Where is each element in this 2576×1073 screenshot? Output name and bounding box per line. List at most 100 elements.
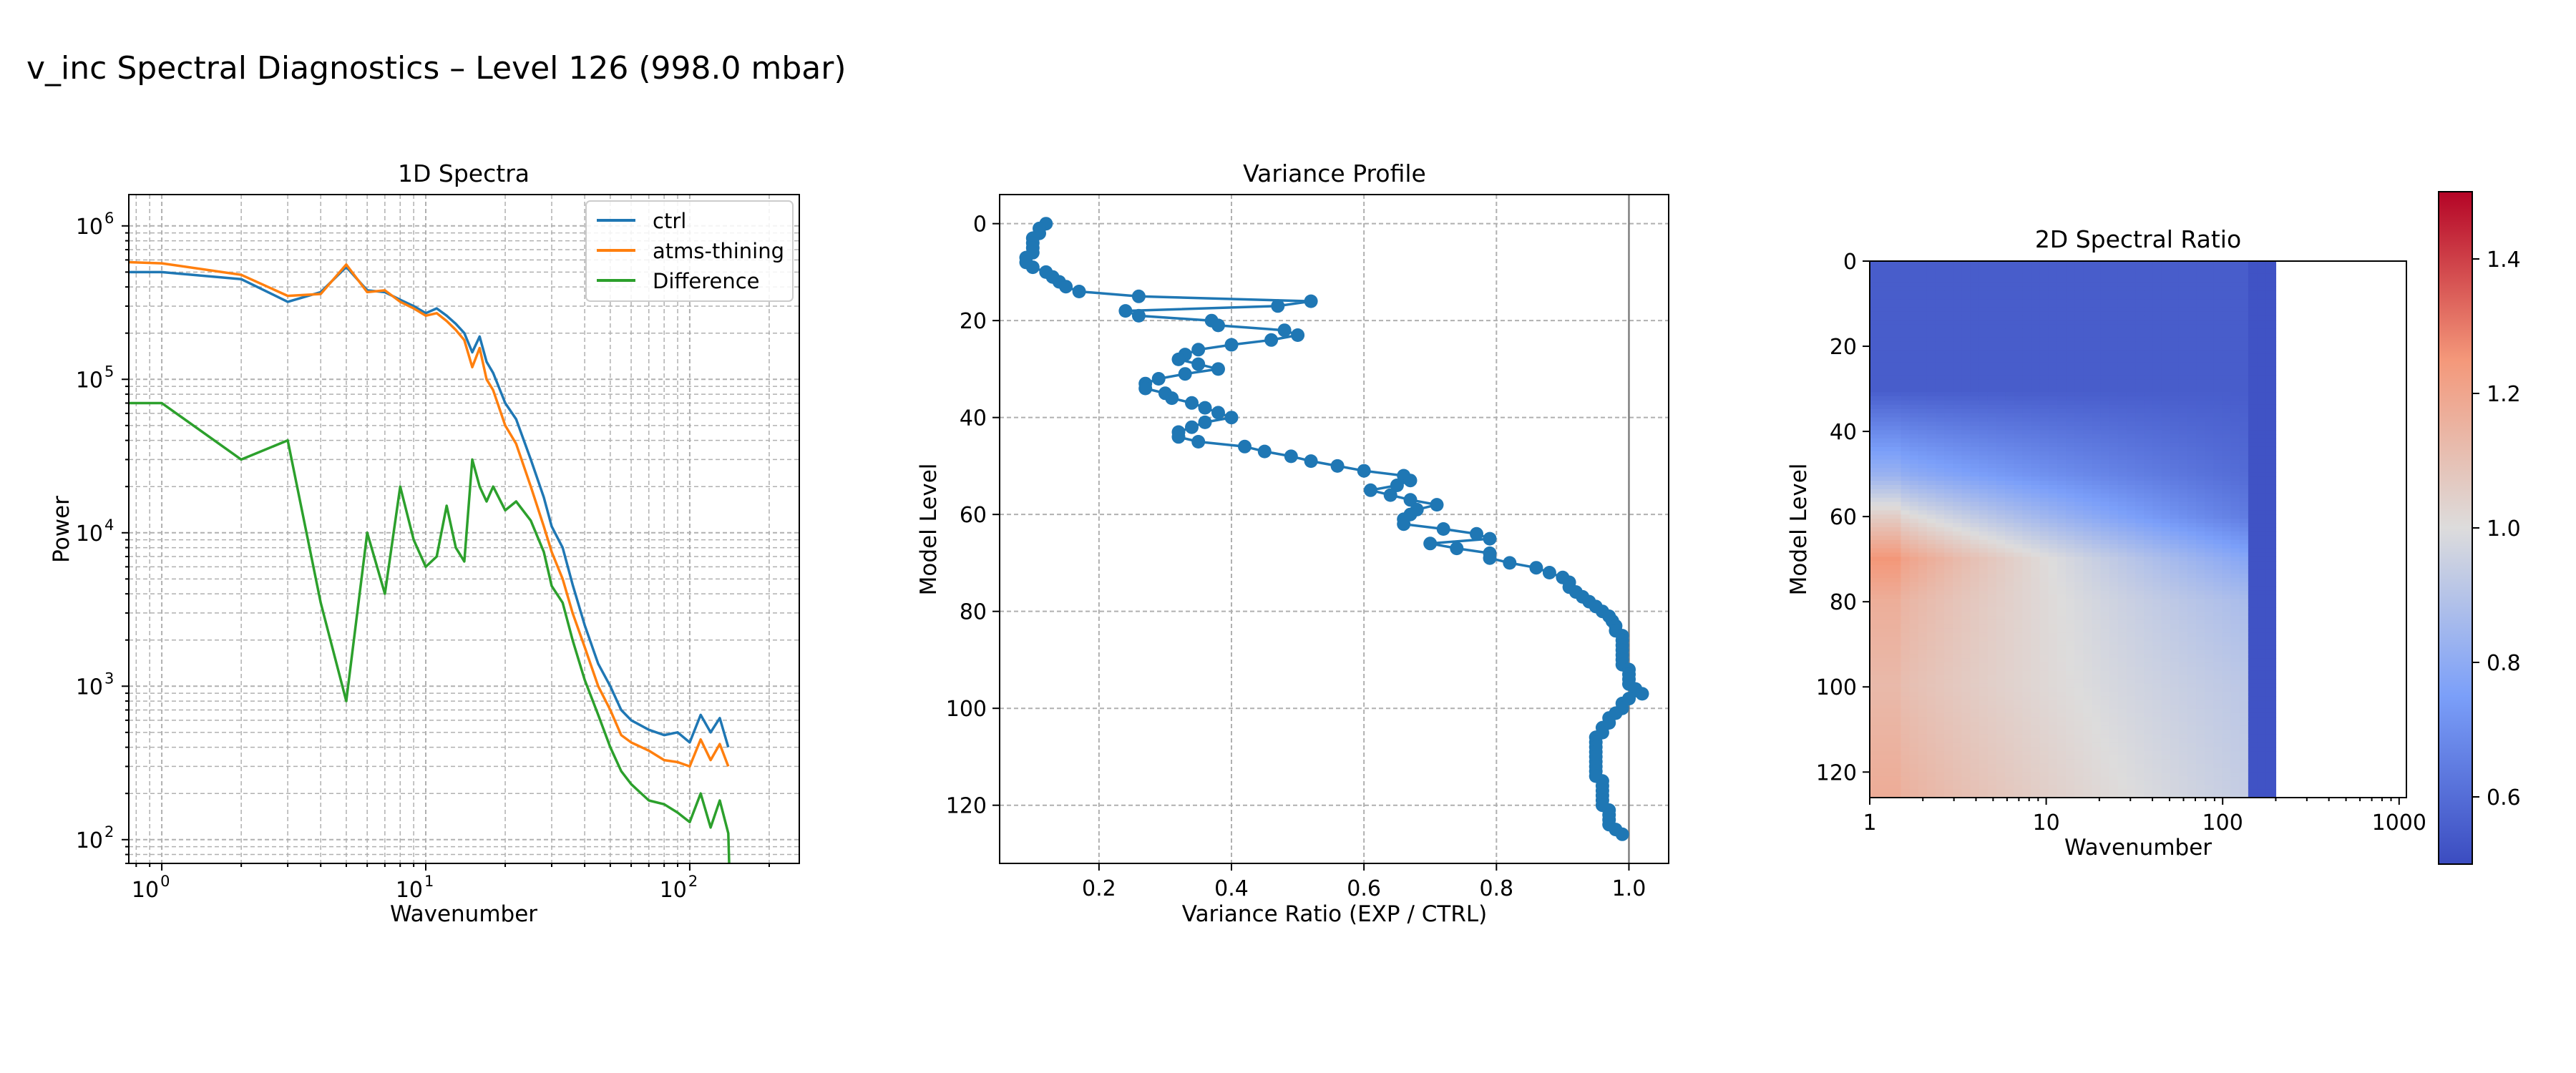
heatmap-cell: [1987, 582, 1997, 587]
heatmap-cell: [1870, 438, 1902, 444]
heatmap-cell: [2144, 586, 2153, 592]
heatmap-cell: [2100, 497, 2110, 503]
heatmap-cell: [1909, 594, 1919, 600]
heatmap-cell: [2126, 430, 2136, 435]
heatmap-cell: [2057, 590, 2067, 596]
heatmap-cell: [2048, 451, 2058, 456]
heatmap-cell: [2039, 346, 2049, 351]
heatmap-cell: [1953, 315, 1962, 321]
heatmap-cell: [1944, 561, 1953, 566]
heatmap-cell: [2213, 286, 2223, 291]
heatmap-cell: [2205, 632, 2214, 638]
heatmap-cell: [1961, 341, 1971, 346]
heatmap-cell: [2083, 311, 2093, 317]
heatmap-cell: [2092, 514, 2102, 519]
heatmap-cell: [2257, 468, 2266, 473]
heatmap-cell: [1961, 687, 1971, 692]
heatmap-cell: [2152, 666, 2162, 672]
heatmap-cell: [2100, 282, 2110, 288]
heatmap-cell: [1953, 594, 1962, 600]
heatmap-cell: [2205, 523, 2214, 528]
heatmap-cell: [2178, 261, 2188, 266]
heatmap-cell: [2161, 523, 2171, 528]
heatmap-cell: [2144, 594, 2153, 600]
heatmap-cell: [2109, 561, 2119, 566]
heatmap-cell: [2092, 683, 2102, 689]
heatmap-cell: [2265, 273, 2275, 279]
heatmap-cell: [1926, 295, 1936, 300]
heatmap-cell: [2187, 527, 2197, 532]
heatmap-cell: [1987, 315, 1997, 321]
heatmap-cell: [2222, 619, 2232, 625]
heatmap-cell: [2265, 417, 2275, 423]
heatmap-cell: [1953, 421, 1962, 426]
panel-1d-spectra-xlabel: Wavenumber: [390, 901, 537, 927]
heatmap-cell: [2222, 430, 2232, 435]
heatmap-cell: [2039, 333, 2049, 338]
heatmap-cell: [2248, 400, 2258, 406]
heatmap-cell: [2187, 307, 2197, 313]
heatmap-cell: [1996, 282, 2006, 288]
heatmap-cell: [1961, 561, 1971, 566]
heatmap-cell: [2230, 481, 2240, 486]
heatmap-cell: [1935, 388, 1945, 393]
heatmap-cell: [2239, 569, 2249, 574]
heatmap-cell: [1987, 408, 1997, 414]
heatmap-cell: [1953, 311, 1962, 317]
heatmap-cell: [1996, 662, 2006, 667]
heatmap-cell: [1935, 320, 1945, 325]
heatmap-cell: [2161, 506, 2171, 511]
heatmap-cell: [2014, 603, 2023, 608]
heatmap-cell: [2066, 261, 2075, 266]
heatmap-cell: [1944, 324, 1953, 330]
heatmap-cell: [2005, 692, 2014, 697]
heatmap-cell: [2213, 438, 2223, 444]
heatmap-cell: [2092, 666, 2102, 672]
heatmap-cell: [2057, 278, 2067, 283]
heatmap-cell: [1970, 692, 1980, 697]
heatmap-cell: [2057, 392, 2067, 397]
heatmap-cell: [2152, 497, 2162, 503]
heatmap-cell: [2066, 519, 2075, 524]
heatmap-cell: [1935, 366, 1945, 372]
heatmap-cell: [2083, 396, 2093, 401]
heatmap-cell: [2144, 426, 2153, 431]
heatmap-cell: [1918, 514, 1928, 519]
heatmap-cell: [2161, 679, 2171, 685]
heatmap-cell: [1987, 624, 1997, 629]
heatmap-cell: [2039, 531, 2049, 536]
heatmap-cell: [1961, 261, 1971, 266]
y-tick-label: 60: [960, 503, 987, 528]
heatmap-cell: [1870, 303, 1902, 308]
heatmap-cell: [1996, 404, 2006, 410]
heatmap-cell: [2222, 612, 2232, 617]
heatmap-cell: [2144, 510, 2153, 515]
heatmap-cell: [2144, 489, 2153, 494]
heatmap-cell: [1961, 299, 1971, 304]
heatmap-cell: [2152, 544, 2162, 549]
heatmap-cell: [2205, 658, 2214, 663]
heatmap-cell: [2039, 696, 2049, 701]
heatmap-cell: [2178, 590, 2188, 596]
heatmap-cell: [1953, 557, 1962, 562]
heatmap-cell: [2022, 468, 2032, 473]
heatmap-cell: [2170, 519, 2180, 524]
heatmap-cell: [2205, 307, 2214, 313]
heatmap-cell: [1996, 557, 2006, 562]
heatmap-cell: [2152, 371, 2162, 376]
heatmap-cell: [1987, 303, 1997, 308]
heatmap-cell: [2170, 493, 2180, 499]
heatmap-cell: [2196, 358, 2205, 363]
heatmap-cell: [2170, 371, 2180, 376]
heatmap-cell: [2213, 650, 2223, 655]
heatmap-cell: [2109, 278, 2119, 283]
heatmap-cell: [2135, 265, 2145, 270]
heatmap-cell: [2178, 675, 2188, 680]
heatmap-cell: [1909, 637, 1919, 642]
heatmap-cell: [2039, 582, 2049, 587]
heatmap-cell: [2257, 269, 2266, 275]
heatmap-cell: [2074, 396, 2084, 401]
heatmap-cell: [2274, 383, 2277, 388]
heatmap-cell: [2152, 692, 2162, 697]
